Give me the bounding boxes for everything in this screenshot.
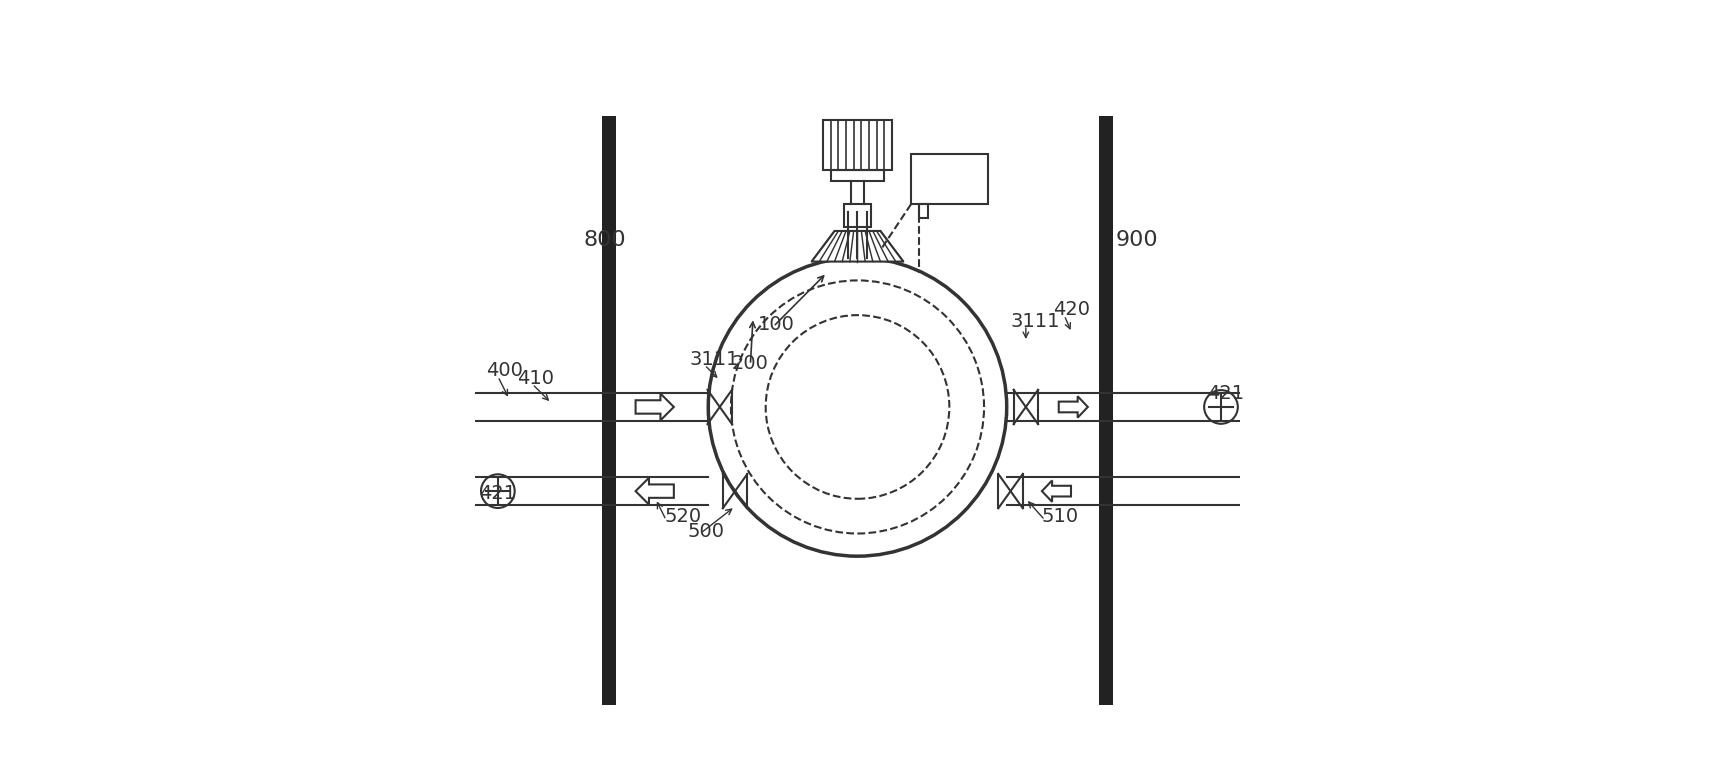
Text: 500: 500 [687, 522, 725, 541]
Bar [830, 170, 884, 181]
Text: 3111: 3111 [689, 350, 739, 369]
Bar [602, 116, 615, 705]
Text: 421: 421 [478, 484, 516, 503]
Bar [1099, 116, 1112, 705]
Text: 421: 421 [1207, 384, 1244, 403]
Polygon shape [811, 231, 903, 262]
Text: 400: 400 [487, 362, 523, 380]
Text: 800: 800 [583, 230, 626, 250]
Text: 420: 420 [1052, 300, 1088, 319]
Text: 200: 200 [730, 354, 768, 372]
Text: 520: 520 [665, 507, 701, 526]
Text: 100: 100 [758, 316, 794, 334]
Text: 3111: 3111 [1010, 312, 1059, 330]
Text: 900: 900 [1114, 230, 1157, 250]
Bar [823, 120, 891, 170]
Bar [843, 204, 871, 227]
Bar [910, 154, 987, 204]
Text: 510: 510 [1040, 507, 1078, 526]
Bar [919, 204, 927, 218]
Text: 410: 410 [516, 369, 554, 388]
